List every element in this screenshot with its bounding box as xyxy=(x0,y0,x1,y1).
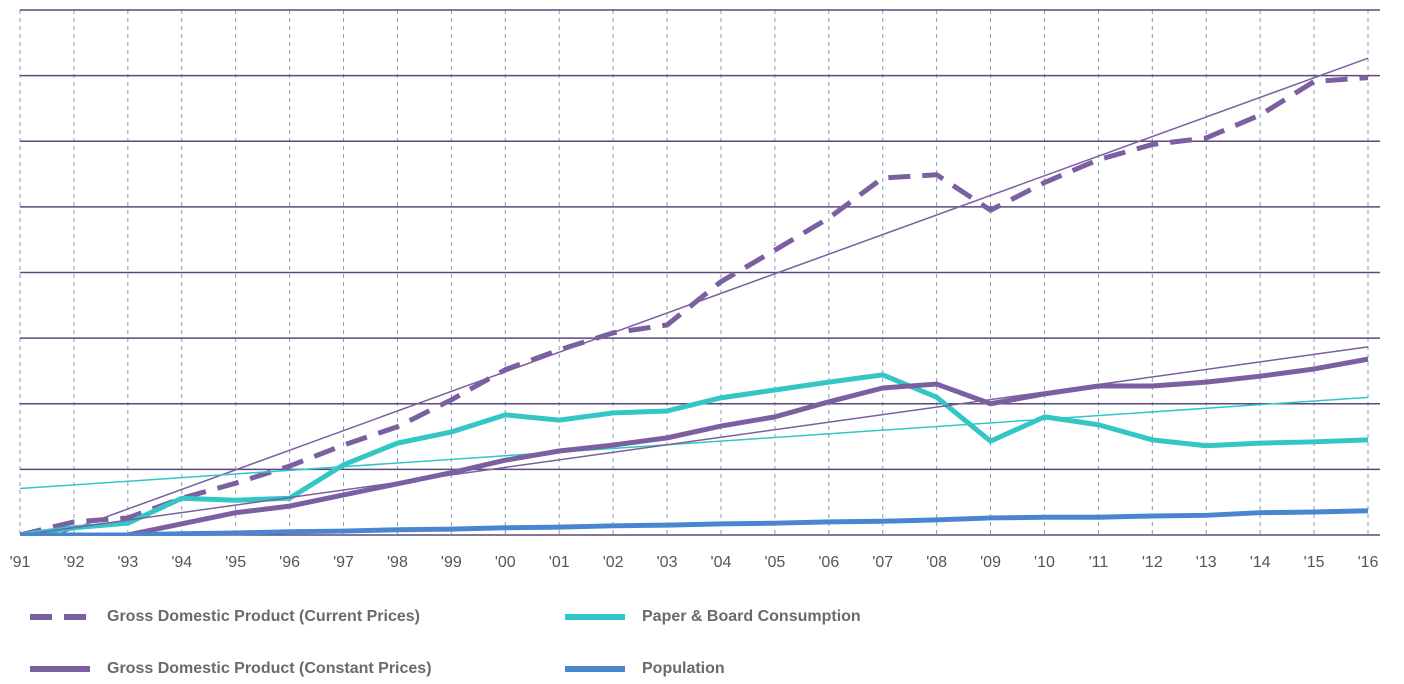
x-tick-label: '93 xyxy=(117,554,138,571)
x-tick-label: '00 xyxy=(495,554,516,571)
series-line xyxy=(20,508,1369,536)
x-tick-label: '91 xyxy=(10,554,31,571)
grid xyxy=(19,9,1380,536)
plot-area xyxy=(20,57,1369,536)
trend-line xyxy=(20,396,1369,490)
x-tick-label: '16 xyxy=(1358,554,1379,571)
x-tick-label: '92 xyxy=(63,554,84,571)
x-tick-label: '11 xyxy=(1089,554,1109,571)
x-tick-label: '13 xyxy=(1196,554,1217,571)
legend-label: Gross Domestic Product (Constant Prices) xyxy=(107,660,432,677)
x-tick-label: '96 xyxy=(279,554,300,571)
x-tick-label: '09 xyxy=(980,554,1001,571)
trend-line xyxy=(20,346,1369,536)
x-tick-label: '03 xyxy=(657,554,678,571)
x-tick-label: '99 xyxy=(441,554,462,571)
x-tick-label: '10 xyxy=(1034,554,1055,571)
series-line xyxy=(20,372,1369,536)
x-tick-label: '04 xyxy=(711,554,732,571)
x-tick-label: '15 xyxy=(1304,554,1325,571)
series-line xyxy=(20,356,1369,536)
x-tick-label: '14 xyxy=(1250,554,1271,571)
x-tick-label: '94 xyxy=(171,554,192,571)
x-tick-label: '12 xyxy=(1142,554,1163,571)
x-tick-label: '01 xyxy=(549,554,570,571)
x-tick-label: '98 xyxy=(387,554,408,571)
legend-label: Population xyxy=(642,660,725,677)
legend-label: Paper & Board Consumption xyxy=(642,608,861,625)
x-tick-label: '07 xyxy=(872,554,893,571)
x-tick-label: '97 xyxy=(333,554,354,571)
x-tick-label: '95 xyxy=(225,554,246,571)
legend-label: Gross Domestic Product (Current Prices) xyxy=(107,608,420,625)
x-tick-label: '05 xyxy=(764,554,785,571)
series-line xyxy=(20,75,1369,536)
x-tick-label: '02 xyxy=(603,554,624,571)
x-tick-label: '08 xyxy=(926,554,947,571)
labels: '91 '92 '93 '94 '95 '96 '97 '98 '99 '00 '01 '02 '03 '… xyxy=(10,554,1379,677)
x-tick-label: '06 xyxy=(818,554,839,571)
